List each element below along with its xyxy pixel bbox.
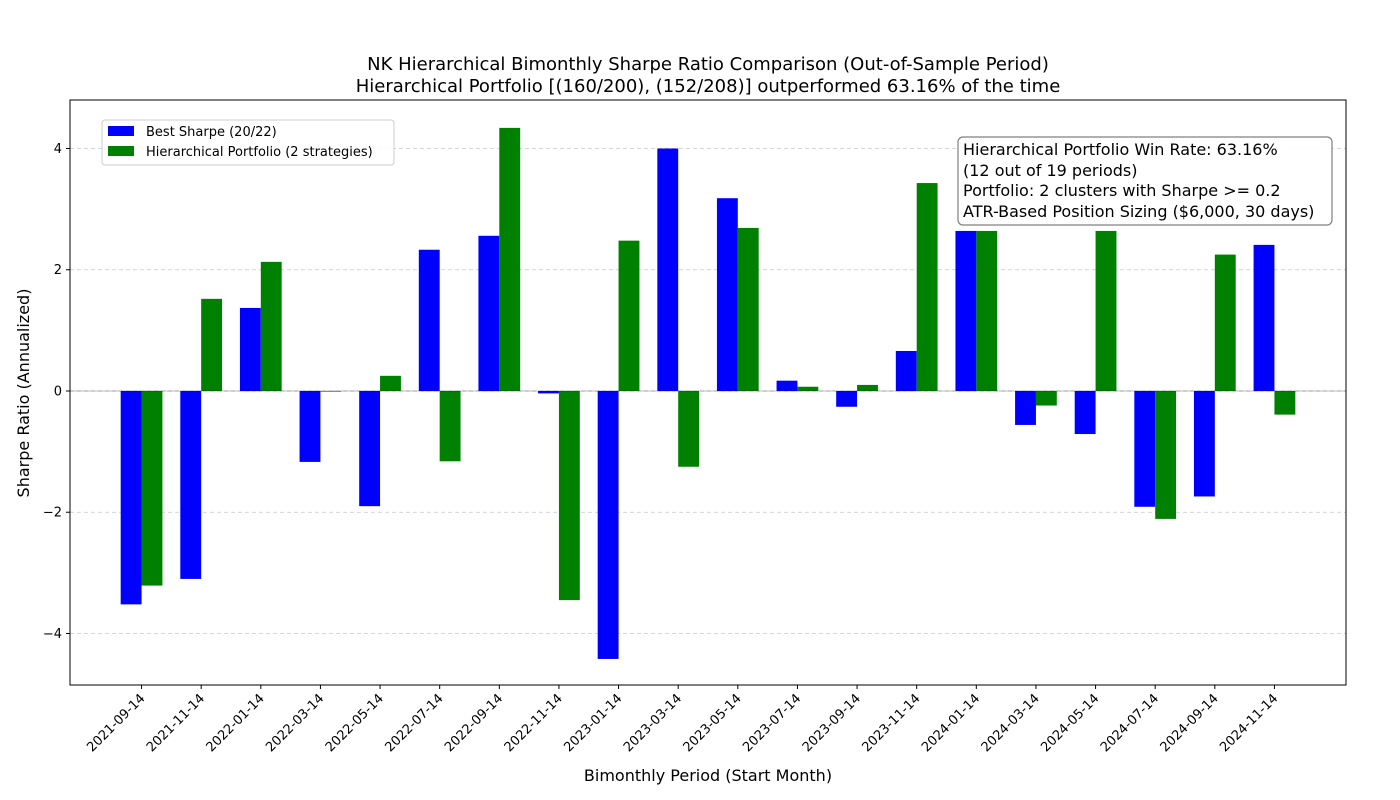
bar-series-1-2023-03-14 bbox=[678, 390, 700, 467]
bar-series-0-2022-09-14 bbox=[478, 235, 500, 391]
bar-series-1-2022-03-14 bbox=[320, 390, 342, 392]
y-tick-label-0: −4 bbox=[43, 627, 62, 642]
bar-series-1-2022-11-14 bbox=[558, 390, 580, 601]
bar-series-0-2022-11-14 bbox=[538, 390, 559, 394]
y-tick-label-3: 2 bbox=[54, 263, 62, 278]
legend-swatch-best-sharpe bbox=[108, 126, 134, 136]
bar-series-0-2023-01-14 bbox=[597, 390, 619, 659]
bar-series-1-2023-01-14 bbox=[618, 240, 640, 391]
y-tick-label-2: 0 bbox=[54, 384, 62, 399]
annotation-line-sizing: ATR-Based Position Sizing ($6,000, 30 da… bbox=[963, 202, 1314, 221]
bar-series-1-2023-05-14 bbox=[737, 227, 759, 391]
annotation-box bbox=[957, 136, 1333, 226]
bar-series-0-2023-05-14 bbox=[716, 198, 738, 391]
bar-series-0-2023-07-14 bbox=[776, 380, 798, 391]
bar-series-0-2022-03-14 bbox=[299, 390, 321, 462]
legend-swatch-hierarchical-portfolio bbox=[108, 146, 134, 156]
bar-series-0-2024-11-14 bbox=[1253, 244, 1275, 391]
bar-series-0-2024-05-14 bbox=[1074, 390, 1096, 435]
bar-series-1-2022-09-14 bbox=[499, 127, 521, 391]
legend: Best Sharpe (20/22) Hierarchical Portfol… bbox=[101, 119, 395, 166]
chart-title: NK Hierarchical Bimonthly Sharpe Ratio C… bbox=[367, 54, 1049, 75]
bar-series-0-2022-07-14 bbox=[418, 249, 440, 391]
annotation-line-win-rate: Hierarchical Portfolio Win Rate: 63.16% bbox=[963, 140, 1278, 159]
bar-series-0-2023-03-14 bbox=[657, 148, 679, 391]
bar-series-1-2024-07-14 bbox=[1155, 390, 1177, 519]
bar-series-0-2023-11-14 bbox=[895, 350, 917, 391]
legend-frame bbox=[101, 119, 395, 166]
bar-series-1-2021-09-14 bbox=[141, 390, 163, 586]
bar-series-1-2022-07-14 bbox=[439, 390, 461, 462]
annotation-line-clusters: Portfolio: 2 clusters with Sharpe >= 0.2 bbox=[963, 181, 1281, 200]
bar-series-0-2021-11-14 bbox=[180, 390, 202, 579]
bar-series-0-2023-09-14 bbox=[836, 390, 858, 407]
y-tick-label-1: −2 bbox=[43, 506, 62, 521]
legend-label-hierarchical-portfolio: Hierarchical Portfolio (2 strategies) bbox=[146, 145, 373, 160]
bar-series-0-2024-09-14 bbox=[1193, 390, 1215, 497]
bar-series-0-2024-03-14 bbox=[1015, 390, 1036, 425]
bar-series-1-2022-01-14 bbox=[260, 261, 282, 391]
legend-label-best-sharpe: Best Sharpe (20/22) bbox=[146, 125, 277, 140]
bar-series-0-2024-07-14 bbox=[1134, 390, 1156, 507]
bar-series-1-2022-05-14 bbox=[380, 375, 401, 391]
win-rate-annotation: Hierarchical Portfolio Win Rate: 63.16% … bbox=[957, 136, 1333, 226]
chart-subtitle: Hierarchical Portfolio [(160/200), (152/… bbox=[356, 76, 1061, 97]
bar-series-0-2021-09-14 bbox=[120, 390, 142, 605]
bar-series-0-2024-01-14 bbox=[955, 230, 977, 391]
bar-series-0-2022-01-14 bbox=[239, 307, 261, 391]
bar-series-1-2024-01-14 bbox=[976, 230, 998, 391]
bar-series-1-2023-09-14 bbox=[857, 384, 878, 391]
x-axis-label: Bimonthly Period (Start Month) bbox=[584, 766, 832, 785]
bar-series-1-2021-11-14 bbox=[201, 298, 223, 391]
bars bbox=[120, 127, 1296, 659]
annotation-line-periods: (12 out of 19 periods) bbox=[963, 161, 1137, 180]
bar-series-1-2023-07-14 bbox=[797, 386, 819, 391]
bar-series-1-2024-11-14 bbox=[1274, 390, 1296, 415]
bar-series-0-2022-05-14 bbox=[359, 390, 381, 507]
bar-series-1-2024-03-14 bbox=[1035, 390, 1057, 406]
bar-series-1-2024-05-14 bbox=[1095, 230, 1117, 391]
y-axis-label: Sharpe Ratio (Annualized) bbox=[14, 289, 33, 498]
bar-series-1-2023-11-14 bbox=[916, 183, 938, 391]
y-tick-label-4: 4 bbox=[54, 142, 62, 157]
plot-frame bbox=[69, 99, 1347, 686]
bar-series-1-2024-09-14 bbox=[1214, 254, 1236, 391]
